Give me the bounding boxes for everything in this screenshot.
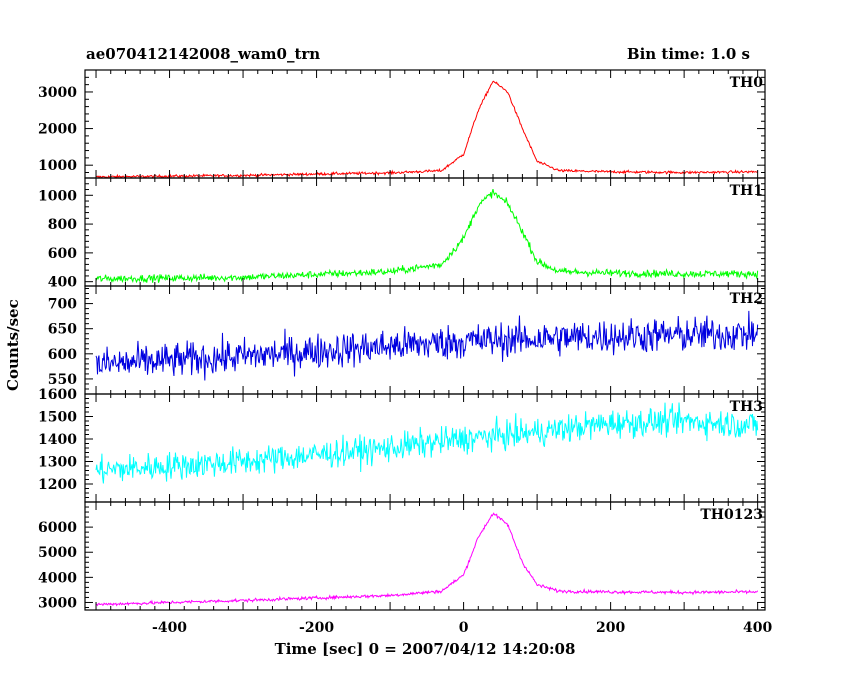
y-tick-label: 600 xyxy=(48,246,77,262)
series-line-th0 xyxy=(95,80,758,179)
panel-frame-th0 xyxy=(84,69,766,179)
series-line-th3 xyxy=(95,402,759,484)
panel-frame-th0123 xyxy=(84,501,766,611)
x-tick-label: 200 xyxy=(596,620,625,636)
panel-frame-th1 xyxy=(84,177,766,287)
y-tick-label: 3000 xyxy=(38,85,77,101)
x-tick-label: 400 xyxy=(743,620,772,636)
y-tick-label: 400 xyxy=(48,275,77,291)
x-axis-label: Time [sec] 0 = 2007/04/12 14:20:08 xyxy=(274,640,576,658)
series-line-th1 xyxy=(95,188,759,284)
chart-title: ae070412142008_wam0_trn xyxy=(86,45,321,63)
y-tick-label: 700 xyxy=(48,297,77,313)
y-tick-label: 550 xyxy=(48,372,77,388)
y-tick-label: 1000 xyxy=(38,188,77,204)
y-tick-label: 1500 xyxy=(38,410,77,426)
panel-label-th1: TH1 xyxy=(730,183,763,199)
x-tick-label: -200 xyxy=(299,620,334,636)
x-tick-label: -400 xyxy=(152,620,187,636)
y-tick-label: 1200 xyxy=(38,477,77,493)
series-line-th2 xyxy=(95,310,759,381)
panel-label-th3: TH3 xyxy=(730,399,763,415)
y-tick-label: 2000 xyxy=(38,122,77,138)
panel-label-th0123: TH0123 xyxy=(700,507,763,523)
y-tick-label: 800 xyxy=(48,217,77,233)
y-tick-label: 1000 xyxy=(38,158,77,174)
y-tick-label: 5000 xyxy=(38,545,77,561)
bin-time-label: Bin time: 1.0 s xyxy=(626,45,750,63)
y-tick-label: 600 xyxy=(48,347,77,363)
y-tick-label: 1300 xyxy=(38,455,77,471)
y-tick-label: 1400 xyxy=(38,432,77,448)
x-tick-label: 0 xyxy=(459,620,469,636)
y-tick-label: 6000 xyxy=(38,520,77,536)
panel-label-th2: TH2 xyxy=(730,291,763,307)
series-line-th0123 xyxy=(95,512,759,607)
y-tick-label: 1600 xyxy=(38,387,77,403)
panel-label-th0: TH0 xyxy=(730,75,764,91)
y-tick-label: 3000 xyxy=(38,595,77,611)
y-tick-label: 650 xyxy=(48,322,77,338)
y-axis-label: Counts/sec xyxy=(4,299,22,391)
y-tick-label: 4000 xyxy=(38,570,77,586)
